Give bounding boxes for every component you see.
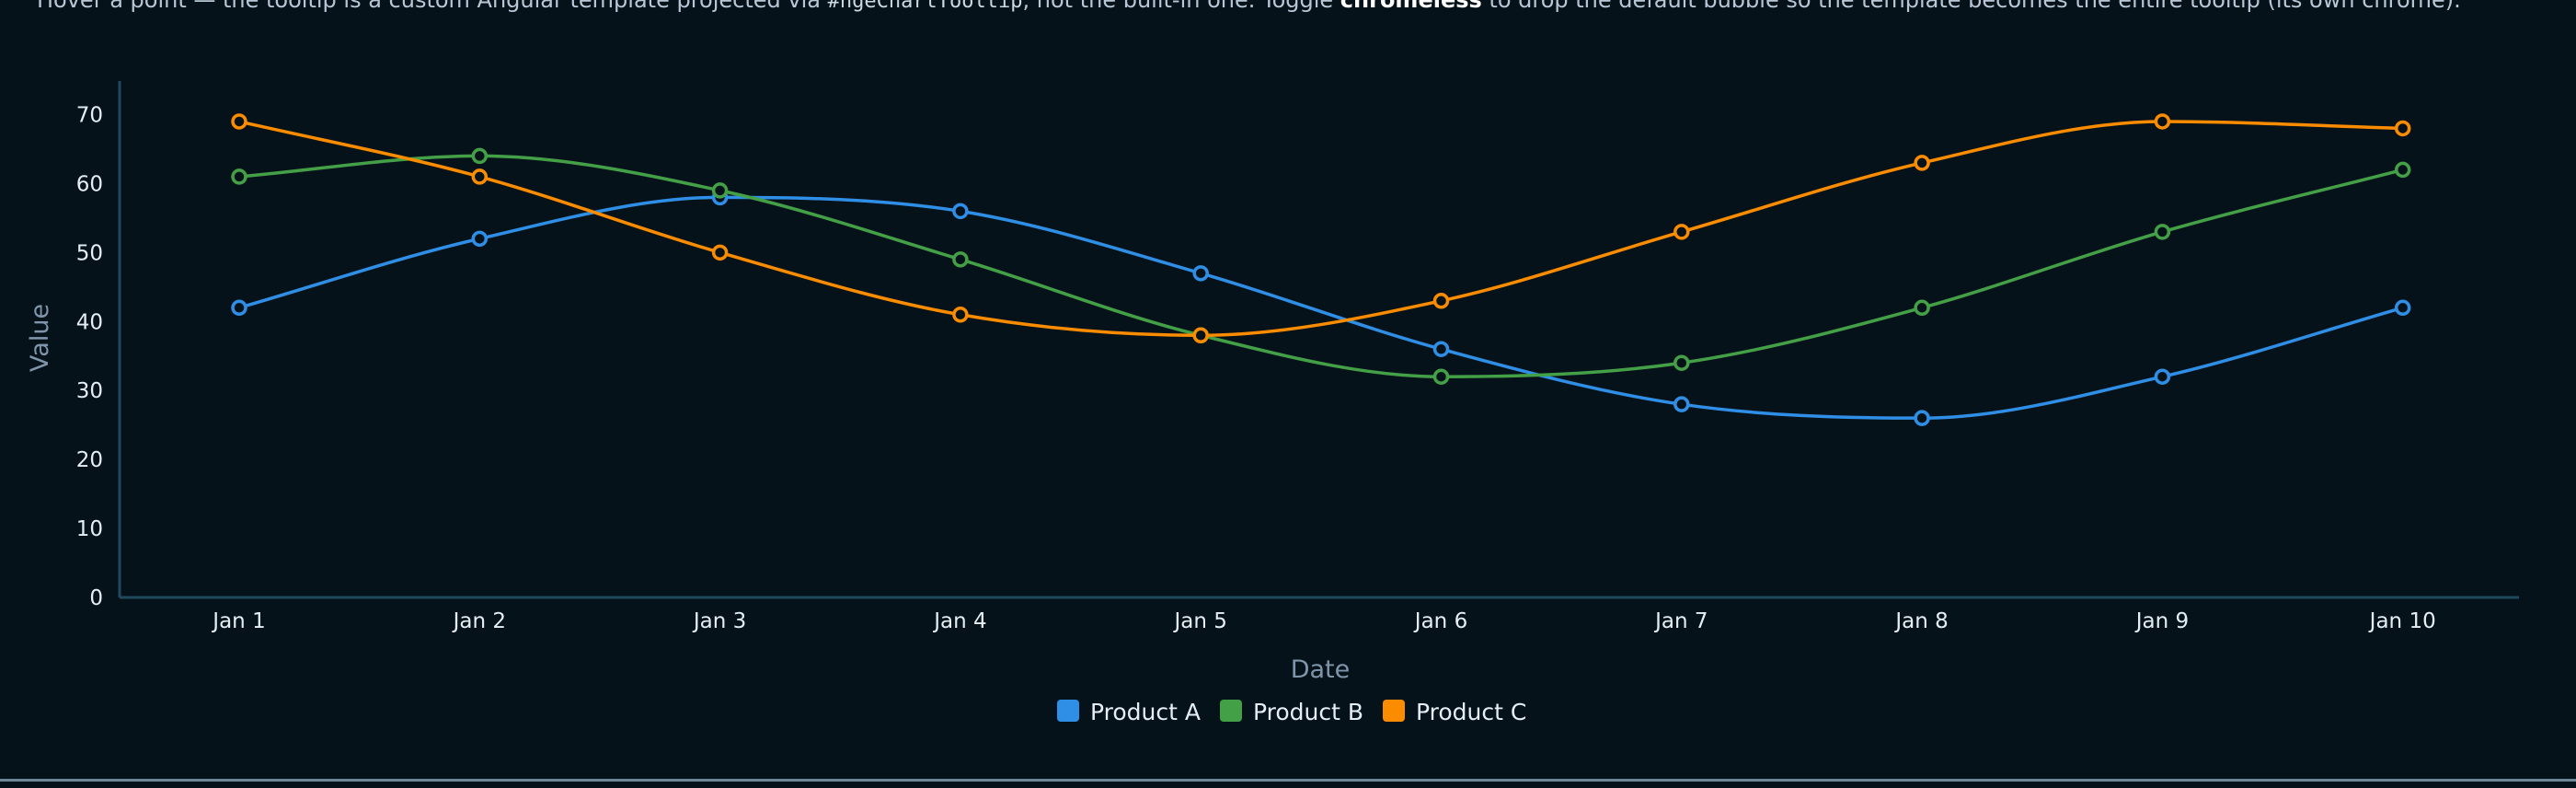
data-point [471,168,489,185]
data-point [2154,368,2171,385]
series-product-a [231,189,2411,426]
x-tick-label: Jan 3 [692,609,746,633]
y-tick-label: 70 [76,103,103,127]
data-point [471,230,489,248]
data-point [952,307,969,323]
data-point [2394,120,2411,137]
legend-label: Product A [1090,699,1201,725]
x-tick-label: Jan 7 [1653,609,1708,633]
x-tick-label: Jan 2 [452,609,506,633]
tooltip-template-ref: #ngeChartTooltip [827,0,1023,13]
x-axis-ticks: Jan 1 Jan 2 Jan 3 Jan 4 Jan 5 Jan 6 Jan 7 Jan 8… [211,609,2435,633]
data-point [952,203,969,220]
legend-item-product-c: Product C [1383,699,1526,725]
series-line [238,195,2404,420]
y-tick-label: 20 [76,448,103,472]
legend-item-product-b: Product B [1220,699,1363,725]
y-axis-title: Value [26,304,54,372]
data-point [1192,327,1209,344]
data-point [1914,155,1930,171]
y-tick-label: 0 [89,586,103,610]
data-point [1914,410,1930,426]
data-point [1432,368,1450,385]
series-product-c [231,113,2411,344]
x-axis-title: Date [1291,655,1351,684]
x-tick-label: Jan 1 [211,609,265,633]
legend-swatch [1220,700,1242,722]
description-text-2: , not the built-in one. Toggle [1022,0,1340,13]
data-point [2154,113,2171,130]
data-point [2154,224,2171,240]
y-tick-label: 30 [76,379,103,403]
data-point [231,113,247,130]
chart-description: Hover a point — the tooltip is a custom … [37,0,2461,15]
data-point [1673,354,1690,371]
data-point [1914,299,1930,317]
data-point [231,168,247,185]
data-point [231,299,247,317]
x-tick-label: Jan 8 [1893,609,1948,633]
data-point [2394,299,2411,317]
legend-swatch [1057,700,1079,722]
data-point [1673,224,1690,240]
legend-label: Product B [1253,699,1363,725]
y-axis-ticks: 0 10 20 30 40 50 60 70 [76,103,103,610]
data-point [1432,293,1450,309]
data-point [952,251,969,268]
legend-swatch [1383,700,1405,722]
description-text-1: Hover a point — the tooltip is a custom … [37,0,828,13]
data-point [711,244,729,261]
series-line [238,154,2404,378]
x-tick-label: Jan 6 [1413,609,1467,633]
y-tick-label: 40 [76,310,103,334]
x-tick-label: Jan 10 [2368,609,2436,633]
x-tick-label: Jan 5 [1172,609,1226,633]
data-point [1192,265,1209,282]
description-text-3: to drop the default bubble so the templa… [1481,0,2461,13]
x-tick-label: Jan 9 [2134,609,2189,633]
y-tick-label: 50 [76,241,103,265]
series-layer [231,113,2411,426]
series-product-b [231,147,2411,385]
series-line [238,120,2403,338]
data-point [1432,341,1450,357]
chromeless-keyword: chromeless [1340,0,1482,13]
bottom-divider [0,779,2576,782]
data-point [1673,396,1690,412]
legend: Product A Product B Product C [1057,699,1526,725]
y-tick-label: 10 [76,517,103,541]
y-tick-label: 60 [76,172,103,196]
data-point [471,147,489,165]
x-tick-label: Jan 4 [932,609,986,633]
legend-item-product-a: Product A [1057,699,1201,725]
chart-axes [118,81,2519,599]
data-point [2394,161,2411,179]
legend-label: Product C [1416,699,1526,725]
data-point [711,182,729,199]
